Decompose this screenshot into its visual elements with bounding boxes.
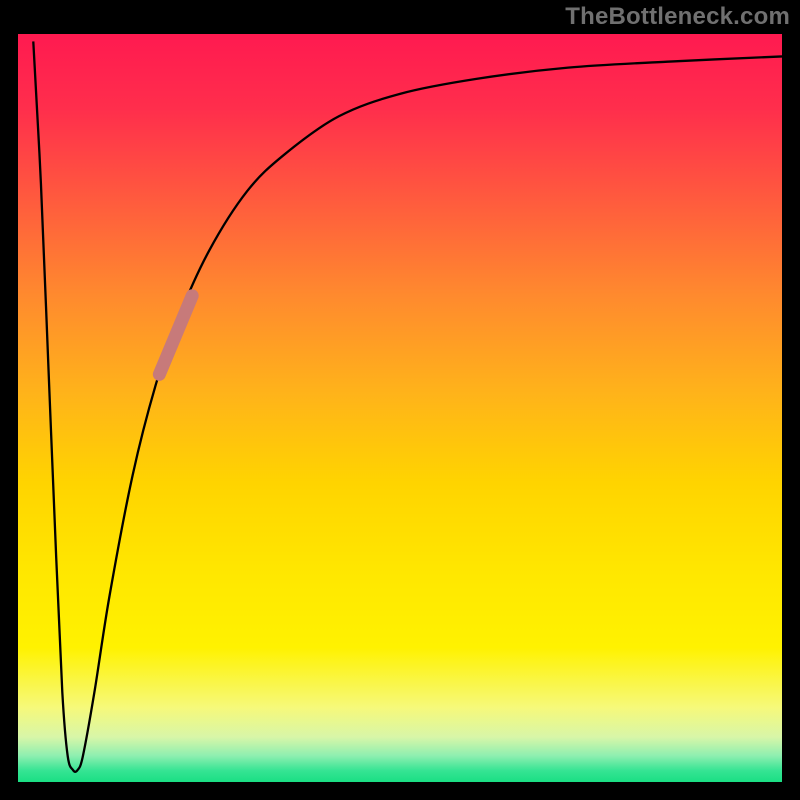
chart-stage: TheBottleneck.com: [0, 0, 800, 800]
plot-background: [18, 34, 782, 782]
border-right: [782, 0, 800, 800]
bottleneck-curve-chart: [0, 0, 800, 800]
watermark-text: TheBottleneck.com: [565, 3, 790, 31]
border-left: [0, 0, 18, 800]
border-bottom: [0, 782, 800, 800]
